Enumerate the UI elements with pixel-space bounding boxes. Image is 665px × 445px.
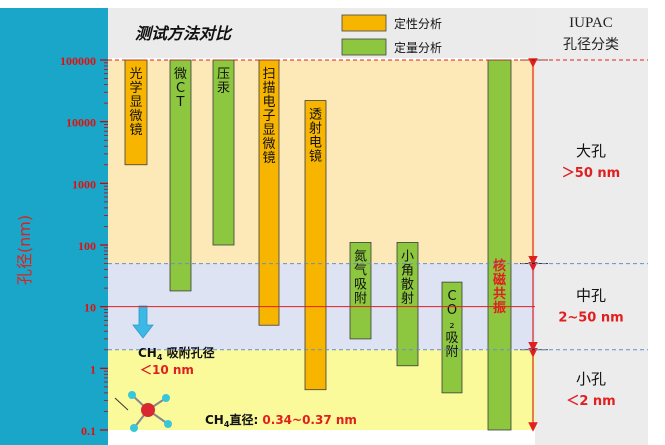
y-axis-label: 孔径(nm) (15, 215, 34, 285)
bar-label: 压汞 (217, 67, 230, 96)
ch4-annotation: CH4 吸附孔径 ＜10 nm CH4直径: 0.34~0.37 nm (114, 305, 357, 432)
bar-5 (304, 100, 327, 391)
ch4-pore-value: ＜10 nm (140, 363, 194, 377)
iupac-classes: 大孔 ＞50 nm 中孔 2~50 nm 小孔 ＜2 nm (520, 58, 624, 432)
bar-label: 光学显微镜 (129, 67, 142, 138)
iupac-panel (535, 8, 648, 445)
down-arrow-icon (132, 305, 154, 339)
iupac-header-subtitle: 孔径分类 (563, 37, 619, 53)
iupac-class-range: 2~50 nm (558, 311, 623, 326)
bar-label: 扫描电子显微镜 (262, 67, 275, 166)
iupac-class-name: 小孔 (576, 370, 606, 388)
y-axis-panel (0, 8, 108, 445)
y-tick-label: 10000 (66, 116, 96, 130)
methane-molecule-icon (114, 391, 172, 432)
iupac-header-title: IUPAC (569, 15, 613, 31)
legend-label: 定性分析 (394, 16, 442, 31)
bar-label: C O ₂ 吸附 (445, 289, 458, 360)
y-tick-label: 100 (78, 239, 96, 253)
iupac-class-range: ＜2 nm (566, 394, 615, 409)
y-tick-label: 1 (90, 362, 96, 376)
y-axis-ticks: 0.1 1 10 100 1000 10000 100000 (60, 54, 108, 438)
y-tick-label: 100000 (60, 54, 96, 68)
iupac-class-name: 中孔 (576, 287, 606, 305)
ch4-diameter-value: 0.34~0.37 nm (262, 413, 357, 427)
bar-9 (487, 59, 512, 431)
iupac-class-name: 大孔 (576, 142, 606, 160)
bar-label: 氮气吸附 (354, 249, 367, 306)
chart-title: 测试方法对比 (135, 24, 233, 43)
bar-6 (349, 242, 372, 340)
ch4-pore-label: CH4 吸附孔径 (138, 345, 215, 362)
bar-8 (441, 281, 463, 394)
y-tick-label: 0.1 (81, 424, 96, 438)
bar-label: 小角散射 (401, 249, 414, 306)
ch4-diameter-label: CH4直径: 0.34~0.37 nm (205, 412, 357, 429)
legend-swatch (341, 38, 387, 56)
bar-label: 核磁共振 (493, 258, 506, 316)
legend-swatch (341, 14, 387, 32)
bar-7 (396, 242, 419, 367)
y-tick-label: 1000 (72, 177, 96, 191)
iupac-class-range: ＞50 nm (562, 166, 620, 181)
bar-label: 透射电镜 (309, 108, 322, 165)
y-tick-label: 10 (84, 301, 96, 315)
title-header (108, 8, 535, 58)
legend-label: 定量分析 (394, 40, 442, 55)
